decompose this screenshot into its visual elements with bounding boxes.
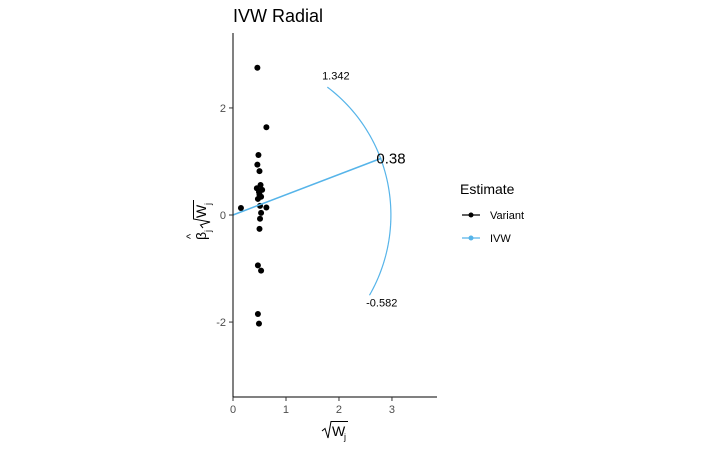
x-tick-label: 2 [336,404,342,416]
legend-label-ivw: IVW [490,233,511,245]
y-label-sqrt-sign [193,200,211,229]
ivw-arc-layer [326,86,392,296]
variant-point [254,64,261,71]
x-label-sub: j [343,432,346,442]
variant-point [263,204,270,211]
legend-key-point-ivw [468,235,474,241]
arc-lower-label: -0.582 [366,297,397,309]
legend-key-point-variant [468,212,474,218]
y-label-w: W [193,204,209,218]
y-tick-label: 2 [220,103,226,115]
arc-upper-label: 1.342 [322,71,350,83]
y-label-hat: ^ [185,233,197,239]
variant-point [263,124,270,131]
x-tick-label: 0 [230,404,236,416]
variant-point [256,168,263,175]
x-axis-label: W j [321,421,348,442]
y-label-beta-sub: j [203,230,213,233]
variant-points-layer [237,64,270,327]
ivw-estimate-line [232,157,382,216]
x-label-sqrt-sign [321,421,348,439]
ivw-estimate-label: 0.38 [376,150,405,167]
variant-point [255,152,262,159]
variant-point [256,225,263,232]
variant-point [258,267,265,274]
legend-label-variant: Variant [490,210,524,222]
ivw-arc [326,86,392,296]
variant-point [257,215,264,222]
x-axis-ticks: 0 1 2 3 [230,397,395,416]
x-tick-label: 3 [389,404,395,416]
legend-entry-ivw: IVW [462,233,511,245]
legend: Estimate Variant IVW [460,181,524,245]
variant-point [237,205,244,212]
y-tick-label: 0 [220,210,226,222]
ivw-line-layer [232,157,382,216]
variant-point [254,161,261,168]
y-tick-label: -2 [216,317,226,329]
variant-point [254,311,261,318]
chart-title: IVW Radial [233,6,323,26]
y-axis-ticks: -2 0 2 [216,103,233,329]
variant-point [254,195,261,202]
x-tick-label: 1 [283,404,289,416]
legend-entry-variant: Variant [462,210,524,222]
variant-point [254,262,261,269]
y-label-w-sub: j [203,203,213,206]
legend-title: Estimate [460,181,515,197]
variant-point [255,320,262,327]
y-label-beta: β [193,232,209,240]
variant-point [258,209,265,216]
y-axis-label: β ^ j W j [185,200,213,240]
x-label-base: W [332,423,346,439]
